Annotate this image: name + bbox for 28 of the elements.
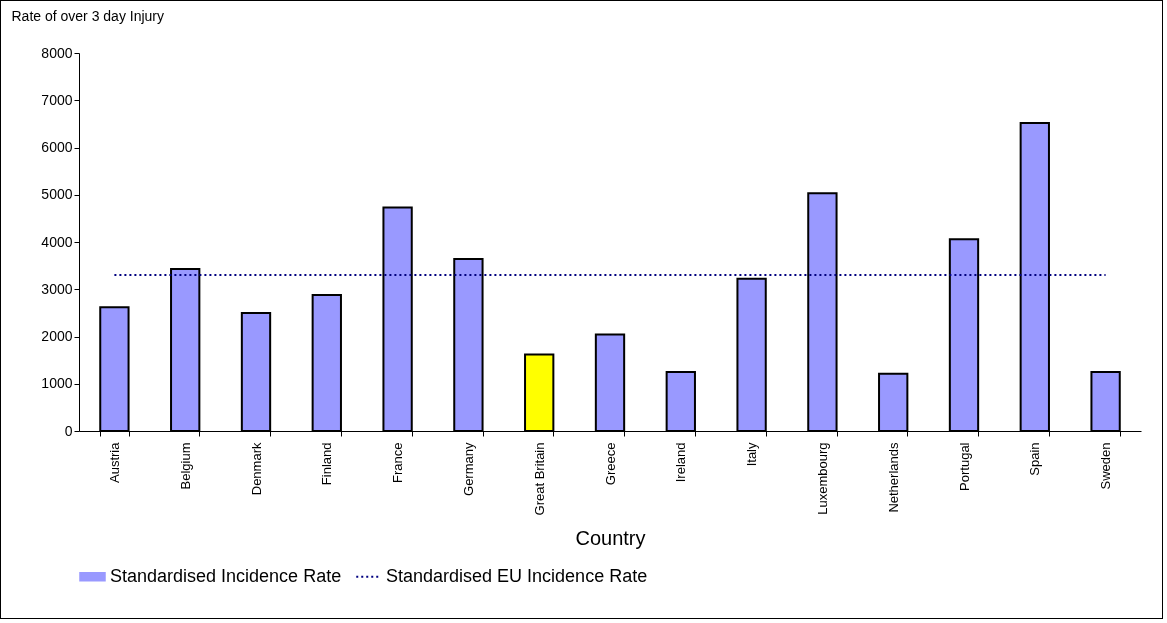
- y-tick-label: 2000: [41, 328, 73, 344]
- x-tick-label: Spain: [1027, 442, 1043, 476]
- x-tick-label: Finland: [319, 442, 335, 486]
- x-tick-label: Germany: [460, 442, 476, 496]
- x-tick-label: Italy: [744, 442, 760, 467]
- y-axis-title: Rate of over 3 day Injury: [11, 7, 165, 24]
- x-tick-label: Great Britain: [531, 442, 547, 516]
- x-tick-label: Portugal: [956, 442, 972, 491]
- x-axis-title: Country: [575, 527, 646, 550]
- y-tick-label: 5000: [41, 186, 73, 203]
- y-tick-label: 0: [64, 422, 73, 439]
- y-tick-label: 3000: [41, 280, 73, 297]
- x-tick-label: Sweden: [1098, 442, 1114, 490]
- y-tick-label: 4000: [41, 233, 73, 250]
- x-tick-label: France: [390, 442, 406, 483]
- legend-label: Standardised Incidence Rate: [110, 565, 342, 586]
- x-tick-label: Netherlands: [885, 442, 901, 513]
- y-tick-label: 7000: [41, 91, 73, 108]
- x-tick-label: Denmark: [248, 442, 264, 496]
- y-tick-label: 8000: [41, 44, 73, 61]
- legend-label: Standardised EU Incidence Rate: [386, 565, 648, 586]
- x-tick-label: Luxembourg: [814, 442, 830, 515]
- x-tick-label: Austria: [106, 441, 122, 483]
- x-tick-label: Ireland: [673, 442, 689, 483]
- y-tick-label: 6000: [41, 139, 73, 155]
- x-tick-label: Belgium: [177, 442, 193, 490]
- y-tick-label: 1000: [41, 375, 73, 392]
- x-tick-label: Greece: [602, 442, 618, 486]
